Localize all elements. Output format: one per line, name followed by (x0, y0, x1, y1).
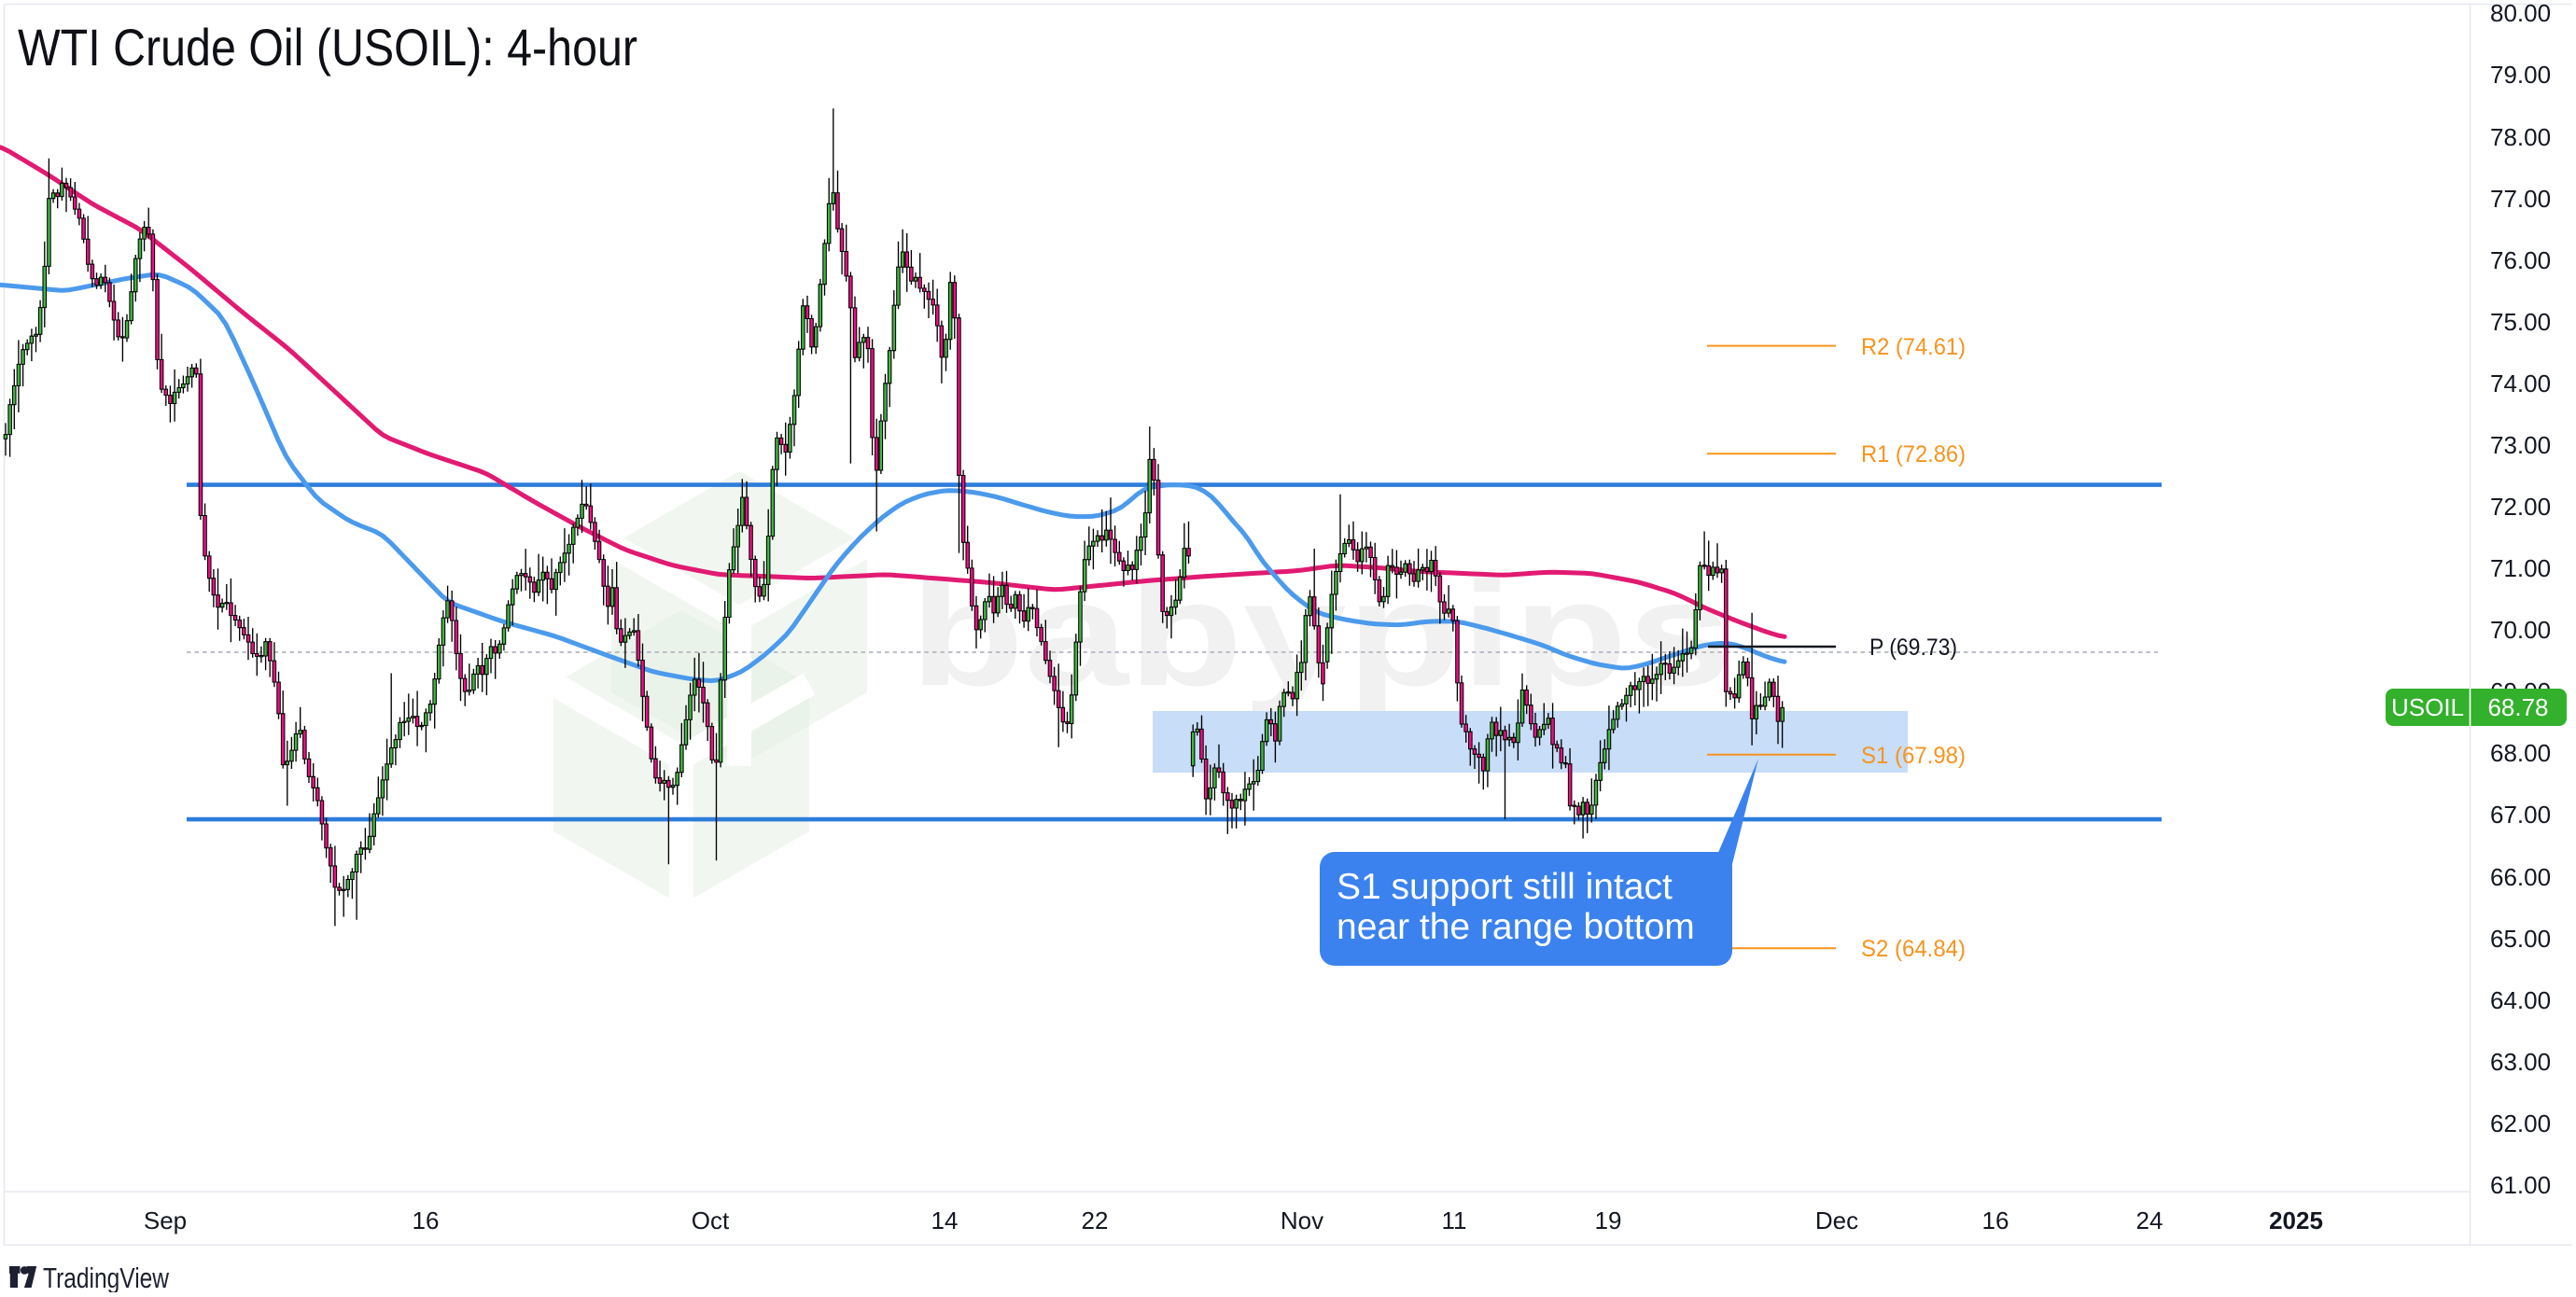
svg-text:19: 19 (1595, 1206, 1622, 1234)
svg-text:Oct: Oct (692, 1206, 730, 1234)
svg-text:16: 16 (413, 1206, 440, 1234)
svg-text:61.00: 61.00 (2490, 1171, 2551, 1199)
svg-text:68.78: 68.78 (2487, 693, 2548, 721)
svg-text:R1 (72.86): R1 (72.86) (1861, 441, 1966, 467)
svg-text:75.00: 75.00 (2490, 308, 2551, 336)
svg-text:USOIL: USOIL (2391, 693, 2464, 721)
svg-text:70.00: 70.00 (2490, 616, 2551, 644)
svg-text:22: 22 (1082, 1206, 1109, 1234)
svg-text:14: 14 (931, 1206, 959, 1234)
svg-text:16: 16 (1982, 1206, 2009, 1234)
svg-text:72.00: 72.00 (2490, 493, 2551, 521)
svg-text:76.00: 76.00 (2490, 246, 2551, 274)
svg-text:WTI Crude Oil (USOIL): 4-hour: WTI Crude Oil (USOIL): 4-hour (18, 18, 637, 77)
svg-text:64.00: 64.00 (2490, 986, 2551, 1014)
svg-text:62.00: 62.00 (2490, 1109, 2551, 1137)
svg-text:Sep: Sep (144, 1206, 187, 1234)
svg-text:2025: 2025 (2269, 1206, 2323, 1234)
svg-text:Nov: Nov (1281, 1206, 1323, 1234)
svg-text:68.00: 68.00 (2490, 739, 2551, 767)
svg-text:11: 11 (1442, 1206, 1467, 1234)
svg-text:66.00: 66.00 (2490, 863, 2551, 891)
svg-text:near the range bottom: near the range bottom (1337, 907, 1695, 947)
svg-text:P (69.73): P (69.73) (1869, 635, 1957, 661)
svg-text:71.00: 71.00 (2490, 554, 2551, 582)
svg-text:S2 (64.84): S2 (64.84) (1861, 936, 1966, 962)
svg-text:73.00: 73.00 (2490, 431, 2551, 459)
svg-text:67.00: 67.00 (2490, 801, 2551, 829)
svg-text:74.00: 74.00 (2490, 370, 2551, 397)
svg-text:R2 (74.61): R2 (74.61) (1861, 334, 1966, 360)
svg-text:79.00: 79.00 (2490, 61, 2551, 89)
svg-text:78.00: 78.00 (2490, 123, 2551, 151)
svg-text:65.00: 65.00 (2490, 925, 2551, 953)
svg-text:S1 support still intact: S1 support still intact (1337, 867, 1673, 907)
svg-text:S1 (67.98): S1 (67.98) (1861, 743, 1966, 769)
svg-text:TradingView: TradingView (43, 1262, 169, 1292)
svg-text:63.00: 63.00 (2490, 1048, 2551, 1076)
svg-text:Dec: Dec (1815, 1206, 1858, 1234)
svg-text:77.00: 77.00 (2490, 185, 2551, 213)
svg-text:24: 24 (2136, 1206, 2163, 1234)
svg-text:80.00: 80.00 (2490, 0, 2551, 27)
